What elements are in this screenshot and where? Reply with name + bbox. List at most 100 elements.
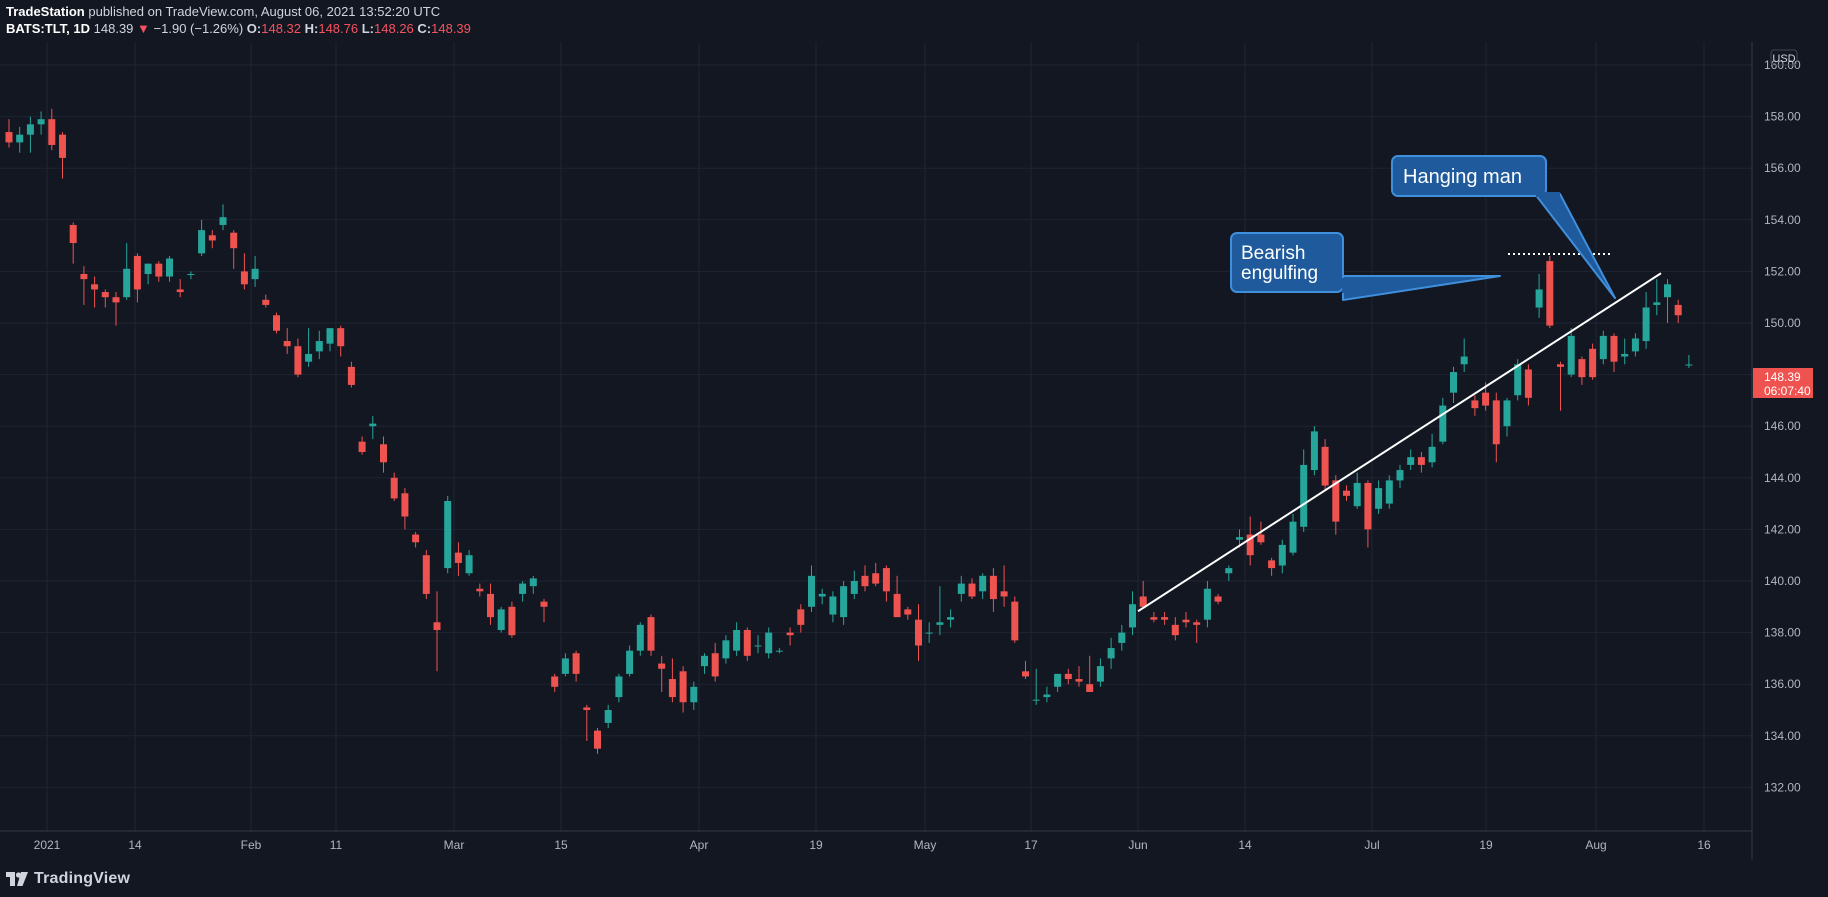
- candle-down[interactable]: [208, 230, 216, 249]
- candle-up[interactable]: [465, 550, 473, 576]
- candle-up[interactable]: [37, 111, 45, 135]
- candle-up[interactable]: [315, 330, 323, 360]
- candle-up[interactable]: [1310, 426, 1318, 476]
- candle-down[interactable]: [1332, 475, 1340, 535]
- candle-down[interactable]: [647, 614, 655, 656]
- candle-up[interactable]: [1642, 292, 1650, 349]
- candle-down[interactable]: [1171, 617, 1179, 641]
- candle-up[interactable]: [1236, 529, 1243, 548]
- symbol-name[interactable]: BATS:TLT, 1D: [6, 21, 91, 36]
- candle-up[interactable]: [1278, 539, 1286, 574]
- candle-down[interactable]: [1075, 666, 1083, 687]
- candle-up[interactable]: [1664, 279, 1671, 323]
- candle-up[interactable]: [636, 622, 644, 656]
- candle-down[interactable]: [508, 601, 516, 638]
- candle-up[interactable]: [326, 328, 334, 352]
- candle-down[interactable]: [1246, 516, 1254, 566]
- candle-up[interactable]: [166, 255, 173, 282]
- candle-up[interactable]: [1300, 449, 1308, 532]
- candle-down[interactable]: [412, 531, 420, 548]
- candle-down[interactable]: [1343, 485, 1350, 502]
- candle-up[interactable]: [1450, 366, 1457, 403]
- candle-up[interactable]: [1599, 330, 1607, 365]
- candle-down[interactable]: [337, 325, 345, 357]
- candle-up[interactable]: [1407, 449, 1415, 471]
- candle-up[interactable]: [1353, 472, 1361, 509]
- candle-up[interactable]: [1203, 581, 1211, 628]
- candle-up[interactable]: [829, 591, 837, 623]
- candle-down[interactable]: [1150, 611, 1158, 623]
- candle-down[interactable]: [1492, 392, 1500, 463]
- candle-up[interactable]: [1653, 279, 1661, 316]
- candle-up[interactable]: [561, 653, 569, 677]
- candle-up[interactable]: [701, 653, 708, 674]
- candle-up[interactable]: [251, 255, 259, 287]
- currency-badge[interactable]: USD: [1770, 49, 1798, 66]
- candle-down[interactable]: [989, 568, 997, 612]
- candle-down[interactable]: [1086, 655, 1094, 692]
- candle-down[interactable]: [572, 650, 580, 682]
- hanging-man-callout[interactable]: Hanging man: [1391, 155, 1616, 299]
- candle-down[interactable]: [1578, 356, 1586, 385]
- candle-down[interactable]: [797, 604, 805, 633]
- candle-up[interactable]: [765, 627, 773, 659]
- candle-down[interactable]: [1546, 255, 1554, 329]
- candle-down[interactable]: [893, 575, 901, 618]
- candle-up[interactable]: [936, 586, 944, 636]
- candle-down[interactable]: [1139, 581, 1147, 607]
- candle-down[interactable]: [540, 599, 548, 623]
- candle-down[interactable]: [1161, 611, 1169, 625]
- candle-down[interactable]: [101, 289, 109, 308]
- candle-up[interactable]: [1289, 513, 1297, 556]
- time-axis[interactable]: 2021 14 Feb 11 Mar 15 Apr 19 May 17 Jun 14 Jul 19 Aug 1…: [34, 838, 1711, 852]
- candle-down[interactable]: [48, 108, 56, 151]
- candle-down[interactable]: [358, 436, 366, 455]
- candle-up[interactable]: [26, 116, 34, 153]
- candle-down[interactable]: [91, 276, 99, 308]
- candle-up[interactable]: [957, 575, 965, 602]
- candle-down[interactable]: [711, 642, 719, 682]
- candle-up[interactable]: [1043, 686, 1051, 703]
- candle-down[interactable]: [454, 542, 462, 576]
- candle-down[interactable]: [1524, 364, 1532, 406]
- candle-up[interactable]: [1428, 433, 1436, 468]
- tradingview-logo[interactable]: TradingView: [6, 868, 130, 890]
- candle-down[interactable]: [1193, 619, 1201, 643]
- candle-up[interactable]: [497, 606, 505, 633]
- price-axis[interactable]: 132.00 134.00 136.00 138.00 140.00 142.00 144.…: [1764, 58, 1801, 794]
- candle-down[interactable]: [1022, 660, 1029, 680]
- candle-down[interactable]: [968, 578, 976, 600]
- candle-down[interactable]: [904, 606, 912, 620]
- candle-down[interactable]: [1589, 343, 1597, 380]
- candle-down[interactable]: [1011, 596, 1019, 643]
- candle-down[interactable]: [915, 604, 922, 661]
- candle-down[interactable]: [1364, 480, 1372, 548]
- candlestick-chart[interactable]: 132.00 134.00 136.00 138.00 140.00 142.00 144.…: [0, 42, 1828, 860]
- candle-up[interactable]: [840, 581, 848, 625]
- candle-down[interactable]: [401, 488, 409, 530]
- candle-up[interactable]: [1396, 464, 1404, 489]
- candle-down[interactable]: [1417, 452, 1425, 473]
- candle-down[interactable]: [1214, 593, 1222, 605]
- candle-up[interactable]: [1375, 480, 1383, 514]
- candle-up[interactable]: [144, 263, 152, 285]
- candle-up[interactable]: [722, 635, 730, 664]
- candle-up[interactable]: [690, 681, 698, 710]
- candle-down[interactable]: [347, 361, 355, 388]
- candle-down[interactable]: [1321, 439, 1329, 491]
- candle-up[interactable]: [123, 243, 131, 300]
- candle-down[interactable]: [583, 704, 591, 741]
- candle-down[interactable]: [1182, 611, 1190, 628]
- publisher-name[interactable]: TradeStation: [6, 4, 85, 19]
- candle-up[interactable]: [369, 415, 377, 440]
- candle-down[interactable]: [1471, 395, 1479, 416]
- chart-area[interactable]: 132.00 134.00 136.00 138.00 140.00 142.00 144.…: [0, 42, 1828, 860]
- candle-down[interactable]: [176, 279, 184, 298]
- candle-down[interactable]: [273, 312, 280, 334]
- candle-up[interactable]: [305, 328, 313, 367]
- candle-down[interactable]: [380, 436, 387, 473]
- candle-down[interactable]: [872, 562, 880, 587]
- candle-up[interactable]: [604, 704, 612, 729]
- candle-up[interactable]: [1385, 475, 1393, 509]
- candle-down[interactable]: [5, 119, 13, 148]
